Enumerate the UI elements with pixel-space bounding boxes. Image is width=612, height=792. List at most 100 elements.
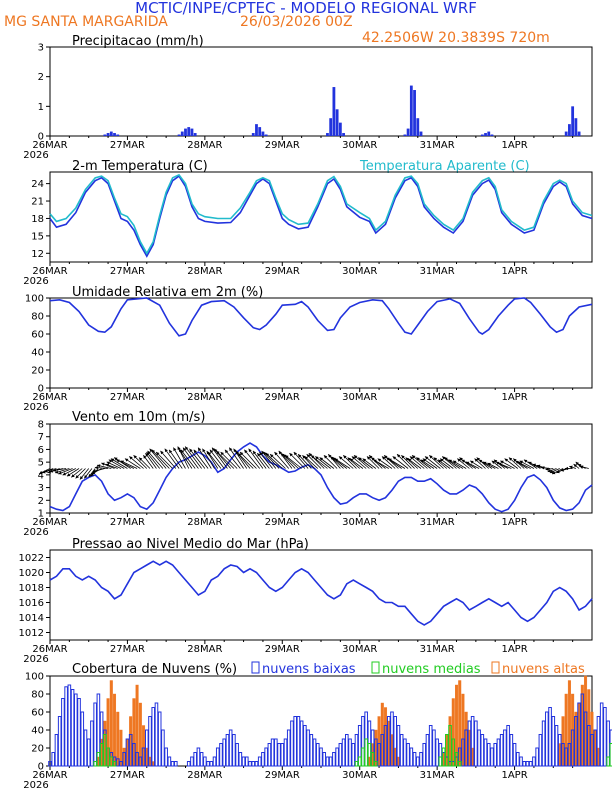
cloud-bar-nuvens-baixas [54, 734, 59, 767]
cloud-bar-nuvens-baixas [315, 743, 320, 767]
wind-barb [353, 454, 370, 469]
wind-barb-head [91, 471, 96, 474]
cloud-bar-nuvens-baixas [157, 711, 162, 767]
wind-barb-head [229, 447, 233, 452]
cloud-bar-nuvens-baixas [393, 716, 398, 767]
wind-barb-head [90, 472, 95, 477]
wind-barb [401, 455, 415, 469]
precip-bar [335, 109, 339, 136]
cloud-bar-nuvens-baixas [470, 716, 475, 767]
clouds-legend-high-swatch [491, 661, 500, 674]
precip-bar [187, 127, 191, 136]
cloud-bar-nuvens-baixas [293, 716, 297, 767]
precip-xtick-label: 31MAR [420, 140, 455, 151]
pressure-ytick-label: 1012 [19, 628, 44, 639]
precip-title: Precipitacao (mm/h) [72, 34, 204, 49]
wind-barb-head [478, 459, 483, 463]
cloud-bar-nuvens-baixas [296, 716, 301, 767]
pressure-ytick-label: 1016 [19, 598, 44, 609]
cloud-bar-nuvens-medias [103, 734, 107, 767]
wind-barb [284, 454, 302, 469]
precip-frame [49, 46, 593, 137]
cloud-bar-nuvens-medias [606, 756, 610, 767]
cloud-bar-nuvens-baixas [590, 734, 594, 767]
cloud-bar-nuvens-baixas [419, 752, 423, 767]
header-station: MG SANTA MARGARIDA [4, 14, 168, 30]
wind-barb [289, 452, 306, 469]
wind-barb [293, 451, 309, 469]
wind-barb-head [114, 457, 118, 461]
cloud-bar-nuvens-altas [113, 693, 117, 767]
wind-barb [265, 452, 283, 469]
wind-barb-head [265, 453, 270, 457]
cloud-bar-nuvens-baixas [199, 752, 204, 767]
cloud-bar-nuvens-baixas [557, 734, 562, 767]
cloud-bar-nuvens-medias [367, 743, 372, 767]
cloud-bar-nuvens-medias [441, 747, 446, 767]
cloud-bar-nuvens-medias [445, 734, 449, 767]
clouds-legend-low: nuvens baixas [262, 662, 356, 677]
cloud-bar-nuvens-baixas [474, 720, 478, 767]
wind-barb-head [319, 457, 324, 461]
cloud-bar-nuvens-baixas [74, 693, 78, 767]
cloud-bar-nuvens-baixas [83, 729, 88, 767]
precip-bar [193, 133, 197, 136]
wind-barb [193, 449, 209, 469]
wind-barb-head [108, 459, 113, 463]
wind-barb [388, 458, 406, 469]
clouds-legend-low-swatch [251, 661, 260, 674]
clouds-ytick-label: 60 [31, 708, 44, 719]
wind-barb-head [461, 459, 466, 463]
temperature-xtick-label: 26MAR [32, 266, 67, 277]
wind-barb [211, 447, 228, 469]
precip-bar [332, 87, 336, 136]
wind-barb [256, 452, 270, 469]
cloud-bar-nuvens-medias [374, 761, 378, 767]
wind-barb-head [88, 473, 92, 478]
wind-barb [209, 449, 225, 469]
clouds-legend-high: nuvens altas [502, 662, 585, 677]
cloud-bar-nuvens-baixas [238, 752, 243, 767]
wind-barb-head [164, 448, 168, 453]
cloud-bar-nuvens-baixas [148, 716, 152, 767]
wind-barb-head [302, 455, 306, 459]
wind-barb [146, 451, 161, 469]
pressure-panel: 1012 1014 1016 1018 1020 1022 26MAR 27MAR 28MAR 2… [19, 549, 593, 665]
cloud-bar-nuvens-baixas [235, 743, 239, 767]
precip-bar [184, 128, 187, 136]
cloud-bar-nuvens-baixas [519, 756, 523, 767]
cloud-bar-nuvens-baixas [477, 729, 481, 767]
wind-barb-head [315, 456, 319, 460]
cloud-bar-nuvens-baixas [254, 761, 259, 767]
humidity-line-0 [49, 297, 593, 337]
cloud-bar-nuvens-baixas [141, 747, 146, 767]
precip-panel: 0 1 2 3 26MAR 27MAR 28MAR 29MAR 30MAR 31MAR 1APR 20… [23, 43, 593, 161]
cloud-bar-nuvens-baixas [435, 738, 439, 767]
wind-barb-head [261, 450, 265, 455]
cloud-bar-nuvens-baixas [335, 747, 339, 767]
cloud-bar-nuvens-baixas [338, 743, 343, 767]
clouds-legend-mid-swatch [371, 661, 380, 674]
precip-bar [261, 131, 265, 136]
wind-barb [155, 451, 173, 469]
wind-barb-head [178, 448, 182, 453]
wind-barb [110, 458, 128, 469]
wind-barb-head [75, 475, 79, 479]
cloud-bar-nuvens-baixas [277, 743, 281, 767]
clouds-xtick-label: 28MAR [187, 770, 222, 781]
cloud-bar-nuvens-baixas [580, 693, 585, 767]
cloud-bar-nuvens-medias [454, 752, 459, 767]
wind-barb-head [42, 470, 46, 474]
cloud-bar-nuvens-baixas [80, 711, 85, 767]
wind-barb-head [386, 457, 390, 461]
wind-barb-head [353, 455, 358, 459]
temperature-xtick-label: 1APR [501, 266, 527, 277]
wind-barb-head [545, 467, 549, 471]
wind-barb [168, 449, 183, 469]
wind-barb-head [452, 460, 457, 464]
precip-ytick-label: 2 [38, 72, 44, 83]
wind-barb-head [52, 468, 57, 472]
cloud-bar-nuvens-baixas [486, 743, 491, 767]
cloud-bar-nuvens-baixas [70, 689, 75, 767]
wind-barb-head [220, 452, 224, 456]
